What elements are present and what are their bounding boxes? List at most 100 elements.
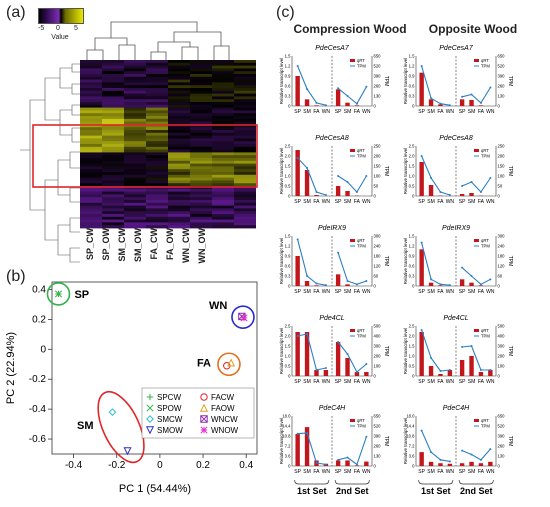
qrt-bar: [295, 434, 300, 466]
heatmap-cell: [102, 208, 124, 212]
tpm-line: [461, 267, 491, 285]
heatmap-cell: [190, 135, 212, 139]
legend-tpm-label: TPM: [481, 64, 490, 69]
heatmap-cell: [124, 135, 146, 139]
x-tick-label: FA: [478, 289, 485, 295]
qrt-bar: [304, 170, 310, 196]
x-tick-label: FA: [437, 289, 444, 295]
heatmap-cell: [80, 214, 102, 218]
heatmap-cell: [102, 85, 124, 89]
x-tick-label: SM: [344, 109, 352, 115]
pca-plot: -0.4 -0.2 0 0.2 0.4 0.4 0.2 0 -0.2 -0.4 -0.6 SP SM F…: [5, 281, 258, 495]
heatmap-cell: [168, 205, 190, 209]
heatmap-cell: [234, 169, 256, 173]
heatmap-cell: [234, 155, 256, 159]
y-axis-label-right: TPM: [507, 256, 513, 267]
x-tick-label: FA: [478, 469, 485, 475]
tpm-point: [489, 177, 492, 179]
tpm-point: [296, 432, 299, 435]
heatmap-cell: [168, 88, 190, 92]
heatmap-cell: [124, 74, 146, 78]
heatmap-cell: [124, 107, 146, 111]
heatmap-cell: [212, 60, 234, 64]
qrt-bar: [459, 279, 465, 286]
heatmap-cell: [124, 127, 146, 131]
heatmap-cell: [80, 132, 102, 136]
heatmap-cell: [80, 99, 102, 103]
heatmap-cell: [168, 183, 190, 187]
color-key-tick: 0: [56, 25, 60, 32]
heatmap-cell: [102, 144, 124, 148]
heatmap-cell: [80, 149, 102, 153]
tpm-point: [420, 241, 423, 244]
legend-tpm-label: TPM: [357, 154, 366, 159]
heatmap-cell: [102, 90, 124, 94]
tpm-point: [296, 238, 299, 241]
heatmap-cell: [146, 160, 168, 164]
y-tick-label: 1.0: [285, 174, 291, 179]
gene-chart: PdeCesA7 Relative transcript level TPM 0 0.3…: [403, 45, 513, 115]
legend-marker-facw: [200, 393, 208, 401]
heatmap-cell: [234, 104, 256, 108]
qrt-bar: [488, 370, 493, 376]
y-tick-label: 7.2: [285, 444, 291, 449]
heatmap-cell: [80, 85, 102, 89]
qrt-bar: [438, 374, 443, 376]
heatmap-cell: [102, 146, 124, 150]
gene-title: PdeIRX9: [442, 225, 470, 232]
heatmap-cell: [190, 99, 212, 103]
tpm-point: [306, 167, 309, 169]
heatmap-cell: [234, 71, 256, 75]
heatmap-cell: [124, 99, 146, 103]
y-axis-label-right: TPM: [507, 166, 513, 177]
legend-qrt-label: qRT: [481, 328, 489, 333]
heatmap-cell: [168, 152, 190, 156]
group-label-sp: SP: [74, 289, 89, 301]
heatmap-cell: [212, 183, 234, 187]
heatmap-cell: [212, 180, 234, 184]
heatmap-cell: [234, 76, 256, 80]
x-tick-label: FA: [354, 379, 361, 385]
tpm-point: [430, 357, 433, 359]
y2-tick-label: 0: [374, 284, 377, 289]
heatmap-cell: [102, 158, 124, 162]
tpm-point: [479, 369, 482, 371]
heatmap-cell: [190, 166, 212, 170]
heatmap-cell: [212, 68, 234, 72]
heatmap-cell: [146, 208, 168, 212]
heatmap-cell: [168, 225, 190, 229]
y-tick-label: 2.5: [409, 324, 415, 329]
heatmap-cell: [212, 85, 234, 89]
heatmap-cell: [190, 197, 212, 201]
heatmap-cell: [212, 121, 234, 125]
heatmap-cell: [80, 200, 102, 204]
tpm-point: [430, 451, 433, 454]
heatmap-cell: [212, 225, 234, 229]
heatmap-cell: [234, 113, 256, 117]
group-ellipse-sp: [46, 282, 71, 306]
heatmap-cell: [102, 219, 124, 223]
heatmap-cell: [234, 180, 256, 184]
x-tick-label: WN: [446, 289, 455, 295]
qrt-bar: [478, 372, 484, 376]
y-axis-label-left: Relative transcript level: [279, 328, 284, 375]
legend-label-spcw: SPCW: [157, 393, 181, 402]
tpm-point: [439, 458, 442, 461]
qrt-bar: [478, 463, 484, 466]
gene-title: PdeCesA7: [315, 45, 350, 52]
heatmap-cell: [102, 141, 124, 145]
gene-chart: Pde4CL Relative transcript level TPM 0 0.5 1.…: [403, 315, 513, 385]
tpm-point: [355, 463, 358, 466]
tpm-point: [461, 185, 464, 187]
heatmap-cell: [102, 60, 124, 64]
tpm-line: [337, 436, 367, 466]
heatmap-cell: [124, 138, 146, 142]
qrt-bar: [428, 99, 434, 106]
x-tick-label: FA: [478, 199, 485, 205]
pca-legend-box: [141, 387, 255, 439]
heatmap-cell: [102, 216, 124, 220]
heatmap-cell: [212, 222, 234, 226]
heatmap-cell: [80, 155, 102, 159]
color-key-tick: 5: [74, 25, 78, 32]
legend-qrt-swatch: [350, 149, 355, 152]
